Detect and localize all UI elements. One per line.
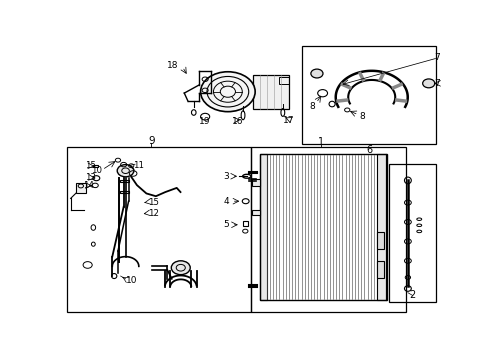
Text: 19: 19 [199, 117, 210, 126]
Bar [93, 165, 98, 167]
Circle shape [117, 165, 134, 177]
Text: 5: 5 [223, 220, 228, 229]
Bar [251, 179, 260, 186]
Text: 8: 8 [359, 112, 365, 121]
Bar [120, 191, 129, 193]
Bar [260, 154, 386, 300]
Text: 15: 15 [85, 162, 96, 171]
Text: 11: 11 [133, 161, 144, 170]
Circle shape [171, 261, 190, 275]
Bar [67, 147, 250, 312]
Text: 7: 7 [433, 79, 439, 88]
Text: 1: 1 [317, 137, 323, 147]
Bar [376, 232, 383, 249]
Text: 10: 10 [90, 166, 102, 175]
Text: 18: 18 [167, 61, 178, 70]
Bar [279, 77, 288, 84]
Text: 6: 6 [365, 145, 371, 156]
Text: 14: 14 [82, 181, 94, 190]
Text: 4: 4 [223, 197, 228, 206]
Bar [301, 46, 435, 144]
Text: 13: 13 [85, 173, 96, 182]
Text: 10: 10 [125, 276, 137, 285]
Text: 9: 9 [148, 136, 154, 146]
Bar [260, 154, 266, 300]
Bar [252, 75, 288, 109]
Bar [376, 261, 383, 278]
Text: 8: 8 [309, 103, 314, 112]
Text: 12: 12 [148, 209, 159, 218]
Text: 2: 2 [408, 291, 415, 301]
Bar [250, 147, 405, 312]
Bar [376, 154, 386, 300]
Text: 15: 15 [148, 198, 159, 207]
Text: 16: 16 [231, 117, 243, 126]
Circle shape [310, 69, 323, 78]
Bar [251, 210, 260, 215]
Bar [76, 183, 85, 193]
Text: 17: 17 [282, 116, 294, 125]
Text: 3: 3 [223, 172, 228, 181]
Circle shape [200, 72, 255, 112]
Bar [388, 164, 435, 302]
Circle shape [422, 79, 434, 88]
Bar [120, 180, 129, 182]
Text: 7: 7 [433, 53, 439, 62]
Bar [243, 221, 247, 226]
